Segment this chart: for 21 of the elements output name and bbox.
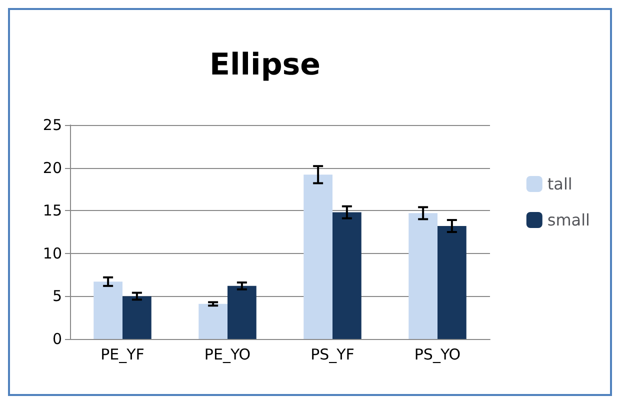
x-tick-label: PE_YO xyxy=(204,346,251,364)
bar xyxy=(94,282,122,339)
y-tick-label: 0 xyxy=(52,330,62,348)
legend-label: tall xyxy=(547,174,572,194)
x-tick-label: PS_YF xyxy=(310,346,354,364)
x-tick-label: PE_YF xyxy=(100,346,144,364)
bar xyxy=(198,304,228,339)
bar xyxy=(304,174,332,339)
bar xyxy=(438,226,466,339)
y-tick-label: 10 xyxy=(42,244,62,262)
y-tick-label: 15 xyxy=(42,202,62,220)
bar xyxy=(332,212,362,339)
bar xyxy=(408,213,438,339)
bar xyxy=(228,286,256,339)
bar xyxy=(122,296,152,339)
chart-title: Ellipse xyxy=(209,48,321,82)
legend-label: small xyxy=(547,210,590,230)
y-tick-label: 25 xyxy=(42,116,62,134)
y-tick-label: 5 xyxy=(52,287,62,306)
x-tick-label: PS_YO xyxy=(414,346,461,364)
y-tick-label: 20 xyxy=(42,158,62,177)
